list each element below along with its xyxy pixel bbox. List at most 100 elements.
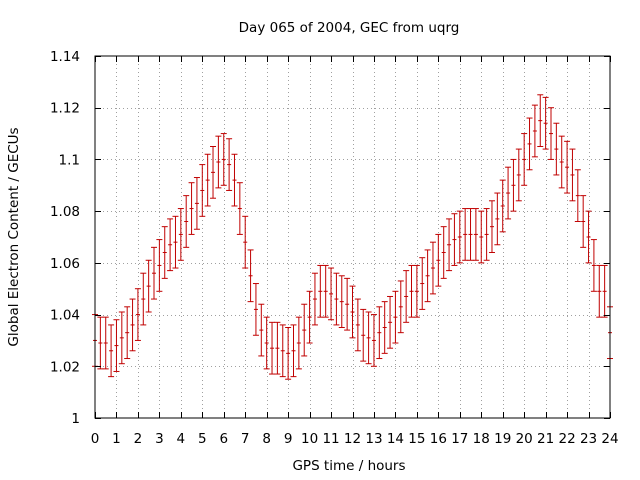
y-tick-label: 1.12 [50,101,80,117]
error-bar [387,295,394,349]
error-bar [301,303,308,357]
error-bar [295,316,302,370]
error-bar [344,277,351,331]
x-tick-label: 15 [408,431,425,447]
error-bar [569,148,576,202]
error-bar [526,117,533,171]
x-tick-label: 5 [198,431,207,447]
error-bar [585,210,592,264]
data-series [92,94,613,380]
error-bar [392,290,399,344]
error-bar [113,319,120,372]
x-tick-label: 22 [558,431,575,447]
error-bar [322,264,329,318]
error-bar [451,213,458,266]
error-bar [499,179,506,233]
error-bar [108,324,115,378]
error-bar [220,133,227,186]
error-bar [435,233,442,287]
error-bar [408,264,415,318]
error-bar [553,122,560,176]
y-tick-label: 1.04 [50,308,80,324]
error-bar [574,169,581,222]
error-bar [215,135,222,189]
y-tick-label: 1 [71,411,80,427]
x-tick-label: 11 [322,431,339,447]
error-bar [210,146,217,199]
error-bar [564,140,571,194]
x-tick-label: 6 [219,431,228,447]
error-bar [462,208,469,261]
x-tick-label: 9 [284,431,293,447]
x-tick-label: 17 [451,431,468,447]
error-bar [440,226,447,279]
error-bar [510,158,517,212]
y-tick-label: 1.02 [50,359,80,375]
error-bar [537,94,544,147]
y-tick-label: 1.08 [50,204,80,220]
error-bar [285,327,292,380]
error-bar [129,298,136,352]
error-bar [456,210,463,264]
error-bar [183,195,190,248]
error-bar [596,264,603,318]
error-bar [231,153,238,207]
error-bar [204,153,211,207]
error-bar [360,308,367,362]
error-bar [97,316,104,370]
error-bar [542,96,549,150]
axis-ticks: 0 1 2 3 4 5 6 7 8 9 10 11 12 13 14 15 16 17 18 19 20 21 22 23 24… [50,49,619,447]
error-bar [226,138,233,191]
error-bar [177,208,184,261]
error-bar [580,195,587,248]
x-tick-label: 21 [537,431,554,447]
error-bar [521,133,528,186]
error-bar [365,311,372,365]
x-tick-label: 4 [177,431,186,447]
x-tick-label: 2 [134,431,143,447]
x-tick-label: 12 [344,431,361,447]
x-tick-label: 3 [155,431,164,447]
chart-title: Day 065 of 2004, GEC from uqrg [239,20,460,36]
error-bar [290,324,297,378]
error-bar [151,246,158,300]
error-bar [381,301,388,354]
y-axis-label: Global Electron Content / GECUs [6,127,22,346]
error-bar [145,259,152,313]
error-bar [515,148,522,202]
error-bar [140,272,147,326]
y-tick-label: 1.1 [59,152,80,168]
plot-frame [94,55,611,419]
error-bar [118,311,125,365]
error-bar [531,104,538,158]
error-bar [376,306,383,360]
error-bar [258,303,265,357]
error-bar [558,135,565,189]
error-bar [478,210,485,264]
error-bar [354,298,361,352]
error-bar [167,218,174,272]
error-bar [236,182,243,235]
x-tick-label: 20 [516,431,533,447]
x-tick-label: 0 [91,431,100,447]
error-bar [274,321,281,375]
x-tick-label: 19 [494,431,511,447]
error-bar [494,192,501,246]
x-tick-label: 24 [601,431,618,447]
x-tick-label: 13 [365,431,382,447]
error-bar [483,208,490,261]
error-bar [311,272,318,326]
error-bar [333,272,340,326]
x-tick-label: 14 [387,431,404,447]
error-bar [193,177,200,230]
error-bar [424,249,431,303]
error-bar [403,270,410,323]
x-tick-label: 16 [430,431,447,447]
error-bar [397,280,404,334]
error-bar [263,316,270,370]
error-bar [188,182,195,235]
x-tick-label: 1 [112,431,121,447]
error-bar [124,306,131,360]
